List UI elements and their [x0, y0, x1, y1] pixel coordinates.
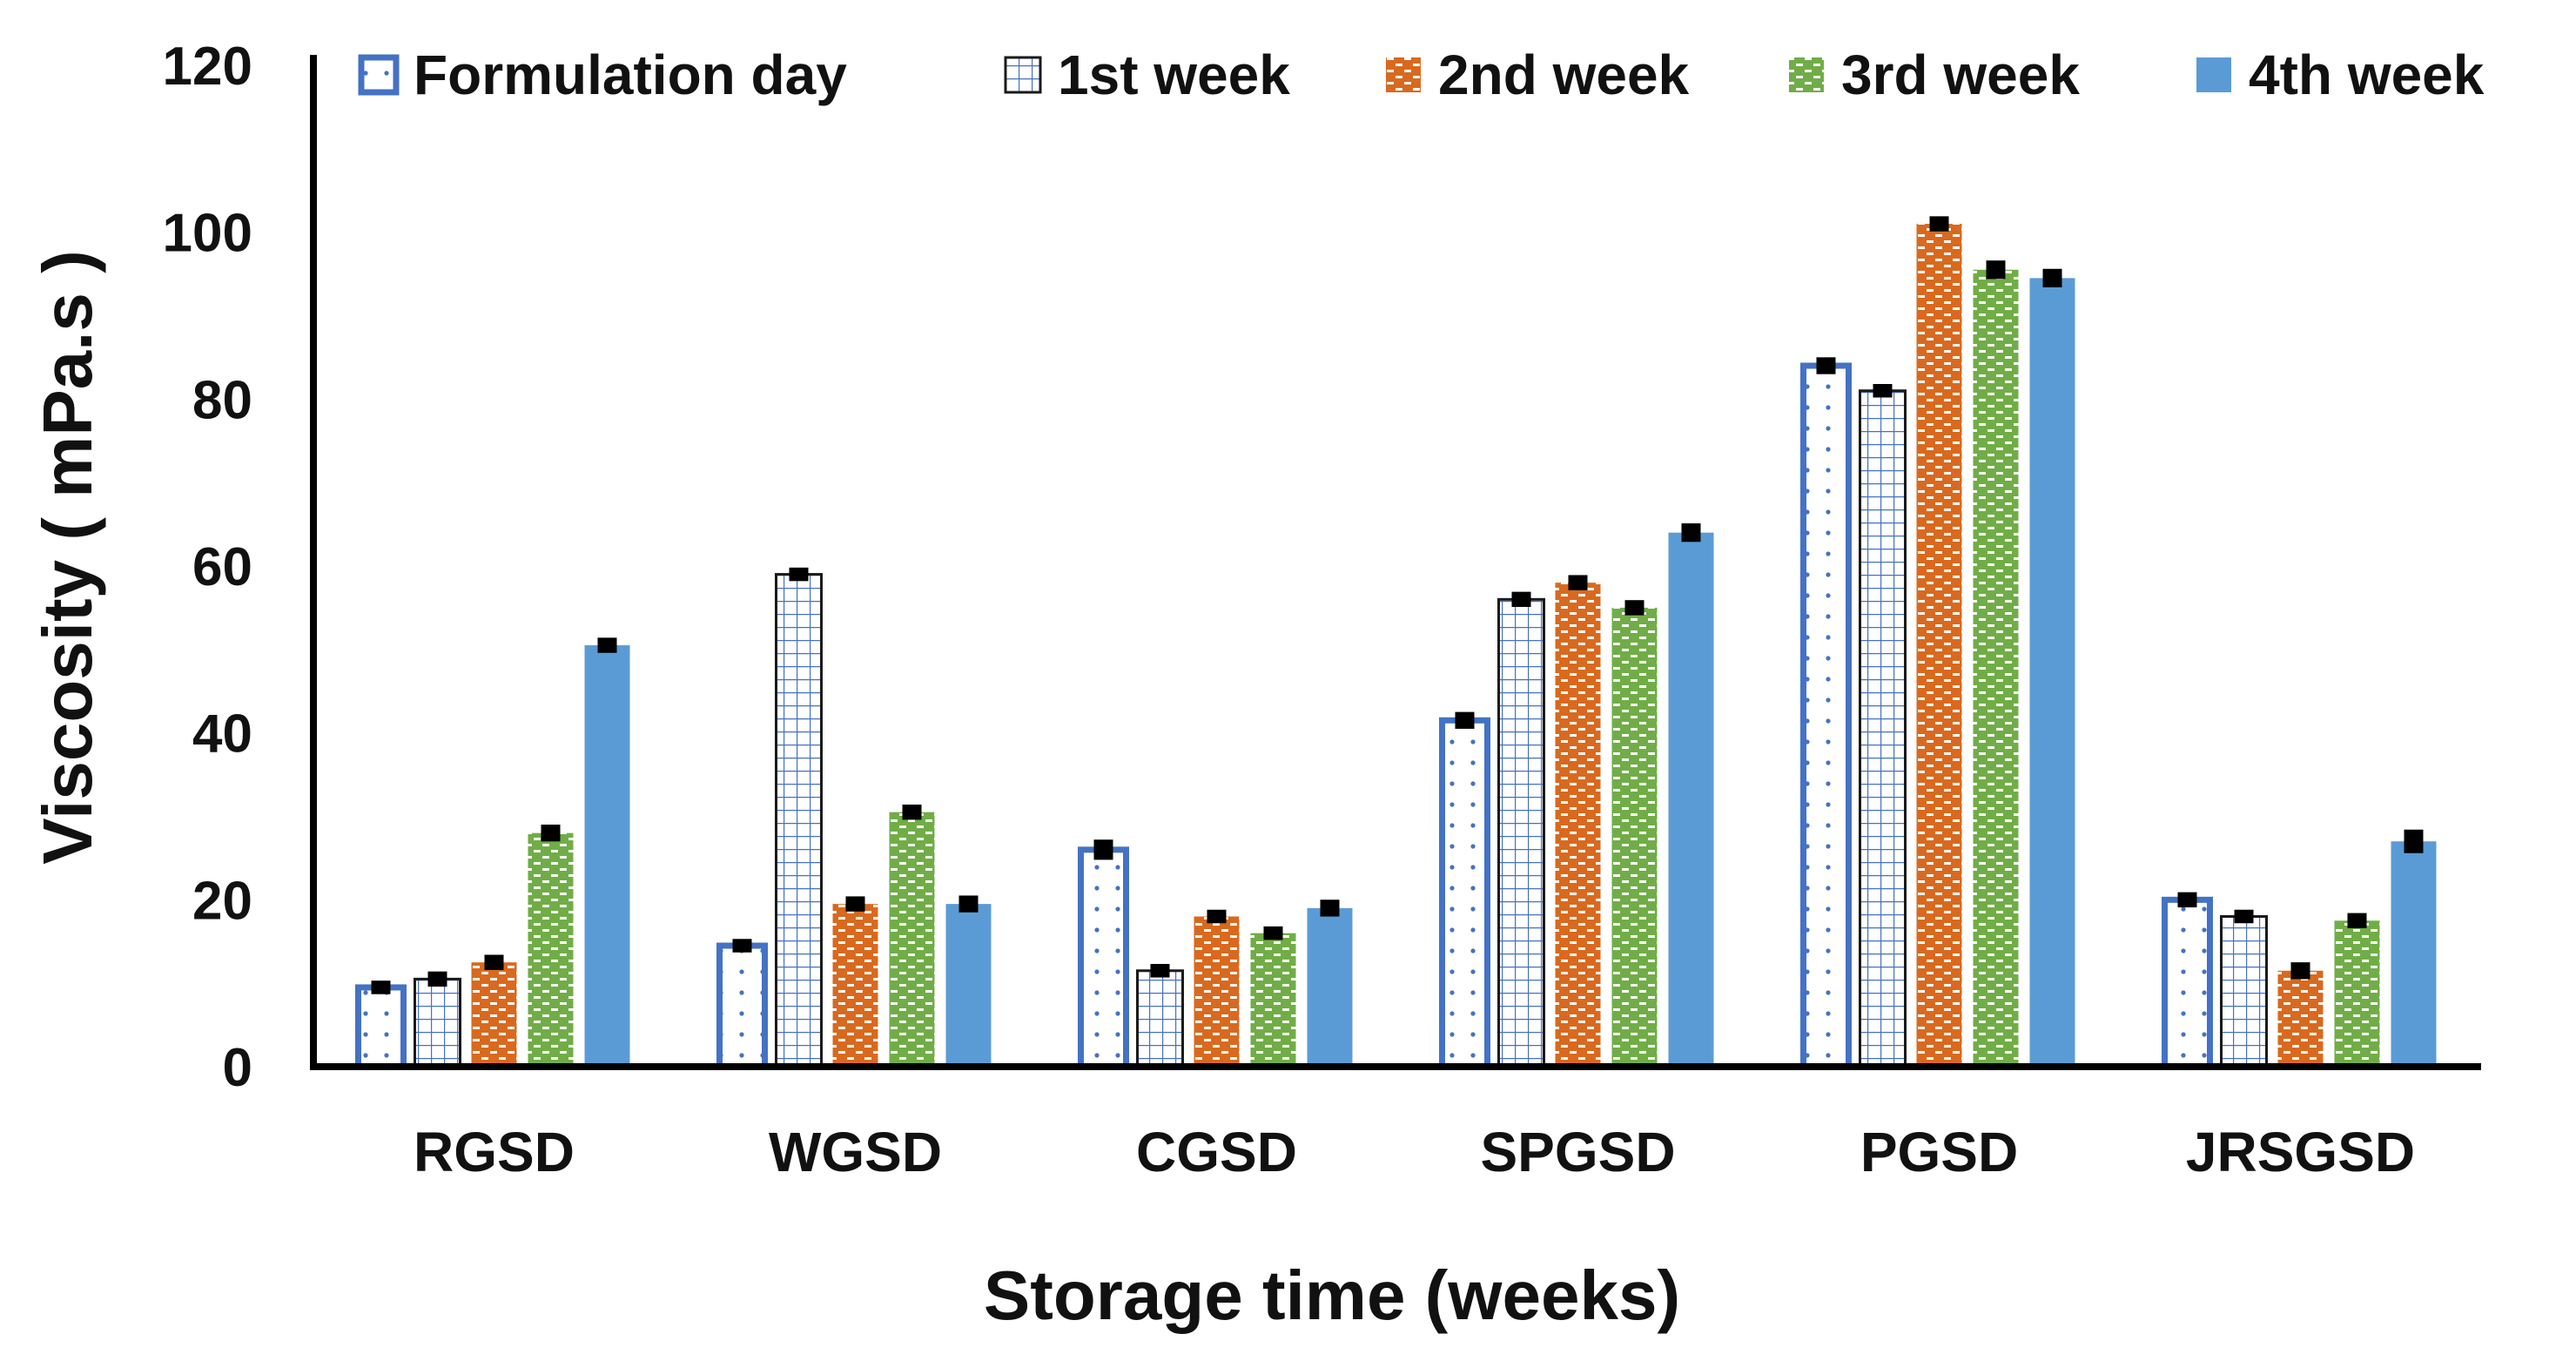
bar-rgsd-formulation-day	[355, 984, 407, 1070]
bar-wgsd-2nd-week	[832, 904, 878, 1067]
error-cap-jrsgsd-1	[2234, 909, 2254, 924]
bar-pgsd-4th-week	[2029, 278, 2075, 1067]
x-tick-label-cgsd: CGSD	[1136, 1121, 1297, 1183]
error-cap-rgsd-4	[597, 637, 617, 653]
error-cap-pgsd-1	[1873, 384, 1893, 398]
bar-spgsd-4th-week	[1668, 532, 1714, 1067]
error-cap-wgsd-0	[732, 939, 752, 953]
error-cap-cgsd-0	[1093, 839, 1113, 860]
bar-wgsd-4th-week	[945, 904, 992, 1067]
bar-pgsd-2nd-week	[1916, 224, 1962, 1067]
error-cap-rgsd-0	[371, 980, 391, 994]
legend-swatch-3rd-week	[1789, 57, 1824, 92]
y-axis-title: Viscosity ( mPa.s )	[29, 250, 106, 865]
bar-jrsgsd-1st-week	[2220, 915, 2268, 1068]
error-cap-pgsd-3	[1986, 260, 2006, 280]
error-cap-cgsd-4	[1320, 899, 1340, 917]
legend-label-4th-week: 4th week	[2249, 44, 2485, 106]
bar-pgsd-3rd-week	[1973, 269, 2019, 1068]
x-tick-label-rgsd: RGSD	[414, 1121, 575, 1183]
error-cap-wgsd-3	[902, 805, 922, 820]
bar-cgsd-formulation-day	[1078, 846, 1129, 1070]
x-tick-label-spgsd: SPGSD	[1480, 1121, 1675, 1183]
bar-cgsd-1st-week	[1136, 969, 1184, 1068]
error-cap-rgsd-1	[427, 971, 447, 987]
error-cap-spgsd-3	[1624, 600, 1644, 616]
error-cap-cgsd-1	[1150, 964, 1170, 978]
error-cap-jrsgsd-4	[2404, 829, 2424, 853]
legend-label-2nd-week: 2nd week	[1438, 44, 1690, 106]
legend-label-formulation-day: Formulation day	[414, 44, 847, 106]
bar-spgsd-formulation-day	[1439, 717, 1490, 1070]
y-tick-label-60: 60	[192, 537, 252, 597]
error-cap-wgsd-4	[958, 895, 979, 913]
bar-cgsd-3rd-week	[1250, 933, 1296, 1067]
bar-rgsd-3rd-week	[528, 832, 574, 1067]
x-tick-label-wgsd: WGSD	[769, 1121, 942, 1183]
error-cap-wgsd-1	[789, 567, 809, 582]
bar-spgsd-2nd-week	[1555, 583, 1601, 1067]
error-cap-spgsd-1	[1511, 591, 1531, 608]
legend-swatch-4th-week	[2196, 57, 2231, 92]
bar-jrsgsd-2nd-week	[2277, 970, 2324, 1067]
error-cap-pgsd-4	[2042, 268, 2062, 287]
bar-spgsd-3rd-week	[1611, 607, 1658, 1067]
y-tick-label-0: 0	[223, 1038, 252, 1098]
error-cap-jrsgsd-0	[2177, 892, 2197, 908]
bar-rgsd-1st-week	[414, 977, 461, 1068]
y-tick-label-40: 40	[192, 704, 252, 765]
bar-wgsd-1st-week	[775, 573, 823, 1068]
bar-wgsd-3rd-week	[889, 812, 935, 1067]
error-cap-spgsd-0	[1455, 711, 1475, 729]
x-tick-label-jrsgsd: JRSGSD	[2186, 1121, 2415, 1183]
plot-area: 0 20 40 60 80 100 120 RGSD WGSD CGSD SPGSD PGSD JRSG…	[163, 37, 2481, 1183]
bar-wgsd-formulation-day	[716, 942, 768, 1070]
bar-jrsgsd-formulation-day	[2162, 896, 2213, 1070]
legend-swatch-formulation-day	[358, 54, 400, 96]
error-cap-pgsd-2	[1929, 216, 1949, 232]
error-cap-pgsd-0	[1816, 357, 1836, 374]
error-cap-jrsgsd-2	[2290, 962, 2310, 980]
bar-spgsd-1st-week	[1497, 597, 1545, 1068]
bar-pgsd-1st-week	[1859, 389, 1907, 1068]
y-tick-label-80: 80	[192, 370, 252, 430]
bar-jrsgsd-4th-week	[2391, 841, 2437, 1067]
bar-cgsd-2nd-week	[1194, 916, 1240, 1067]
legend: Formulation day 1st week 2nd week 3rd week 4…	[358, 44, 2485, 106]
error-cap-spgsd-2	[1568, 575, 1588, 590]
x-axis-title: Storage time (weeks)	[984, 1257, 1680, 1334]
x-tick-label-pgsd: PGSD	[1860, 1121, 2018, 1183]
error-cap-wgsd-2	[845, 896, 865, 912]
bar-rgsd-2nd-week	[471, 962, 517, 1067]
y-tick-label-100: 100	[163, 204, 252, 264]
y-tick-label-120: 120	[163, 37, 252, 97]
legend-swatch-1st-week	[1004, 56, 1042, 94]
error-cap-rgsd-2	[484, 954, 504, 970]
legend-label-1st-week: 1st week	[1058, 44, 1290, 106]
bar-jrsgsd-3rd-week	[2334, 920, 2380, 1067]
error-cap-jrsgsd-3	[2347, 913, 2367, 928]
bar-cgsd-4th-week	[1307, 907, 1353, 1067]
error-cap-rgsd-3	[541, 825, 561, 842]
y-tick-label-20: 20	[192, 871, 252, 931]
error-cap-spgsd-4	[1681, 523, 1701, 542]
legend-swatch-2nd-week	[1386, 57, 1421, 92]
error-cap-cgsd-2	[1207, 909, 1227, 924]
bar-rgsd-4th-week	[584, 645, 630, 1067]
error-cap-cgsd-3	[1263, 926, 1283, 940]
bar-pgsd-formulation-day	[1800, 362, 1852, 1070]
legend-label-3rd-week: 3rd week	[1841, 44, 2080, 106]
